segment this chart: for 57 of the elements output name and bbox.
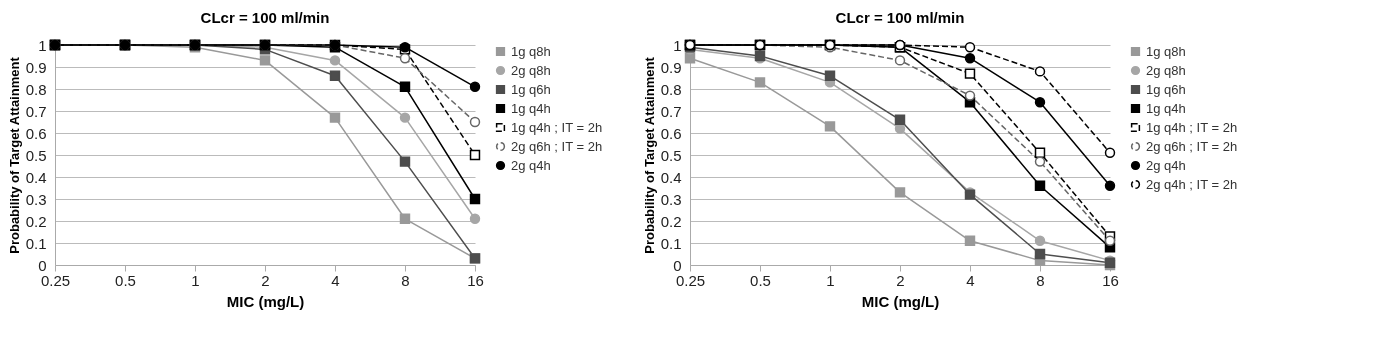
y-tick-label: 0.6 [25,124,47,142]
legend-label: 1g q6h [1146,81,1186,97]
legend-label: 2g q6h ; IT = 2h [511,138,603,154]
y-axis-title: Probability of Target Attainment [6,56,22,254]
y-tick-label: 1 [38,36,47,54]
x-tick-label: 2 [261,271,270,289]
y-tick-label: 0.3 [660,190,682,208]
y-tick-label: 0 [673,256,682,274]
y-tick-label: 0.6 [660,124,682,142]
y-tick-label: 0 [38,256,47,274]
x-tick-label: 0.25 [40,271,71,289]
legend-label: 2g q4h ; IT = 2h [1146,176,1238,192]
legend-label: 1g q4h ; IT = 2h [1146,119,1238,135]
y-tick-label: 0.2 [660,212,682,230]
x-axis-title: MIC (mg/L) [226,292,305,310]
x-tick-label: 2 [896,271,905,289]
x-tick-label: 8 [1036,271,1045,289]
y-tick-label: 0.4 [25,168,47,186]
x-tick-label: 16 [1102,271,1119,289]
y-tick-label: 1 [673,36,682,54]
y-tick-label: 0.5 [25,146,47,164]
y-tick-label: 0.3 [25,190,47,208]
x-tick-label: 4 [331,271,340,289]
legend-label: 1g q4h ; IT = 2h [511,119,603,135]
x-tick-label: 1 [191,271,200,289]
y-tick-label: 0.1 [660,234,682,252]
y-tick-label: 0.4 [660,168,682,186]
x-axis-title: MIC (mg/L) [861,292,940,310]
x-tick-label: 0.5 [750,271,771,289]
y-tick-label: 0.2 [25,212,47,230]
legend-label: 1g q4h [1146,100,1186,116]
x-tick-label: 0.5 [115,271,136,289]
legend-label: 1g q8h [511,43,551,59]
y-tick-label: 0.9 [660,58,682,76]
x-tick-label: 1 [826,271,835,289]
chart-title: CLcr = 100 ml/min [200,8,330,26]
x-tick-label: 0.25 [675,271,706,289]
y-axis-title: Probability of Target Attainment [641,56,657,254]
y-tick-label: 0.1 [25,234,47,252]
chart-title: CLcr = 100 ml/min [835,8,965,26]
y-tick-label: 0.5 [660,146,682,164]
legend-label: 1g q8h [1146,43,1186,59]
legend-label: 2g q8h [1146,62,1186,78]
y-tick-label: 0.8 [660,80,682,98]
legend-label: 1g q4h [511,100,551,116]
legend-label: 2g q6h ; IT = 2h [1146,138,1238,154]
x-tick-label: 8 [401,271,410,289]
legend-label: 2g q4h [1146,157,1186,173]
y-tick-label: 0.7 [660,102,682,120]
y-tick-label: 0.9 [25,58,47,76]
y-tick-label: 0.7 [25,102,47,120]
x-tick-label: 16 [467,271,484,289]
y-tick-label: 0.8 [25,80,47,98]
legend-label: 2g q4h [511,157,551,173]
legend-label: 2g q8h [511,62,551,78]
x-tick-label: 4 [966,271,975,289]
legend-label: 1g q6h [511,81,551,97]
